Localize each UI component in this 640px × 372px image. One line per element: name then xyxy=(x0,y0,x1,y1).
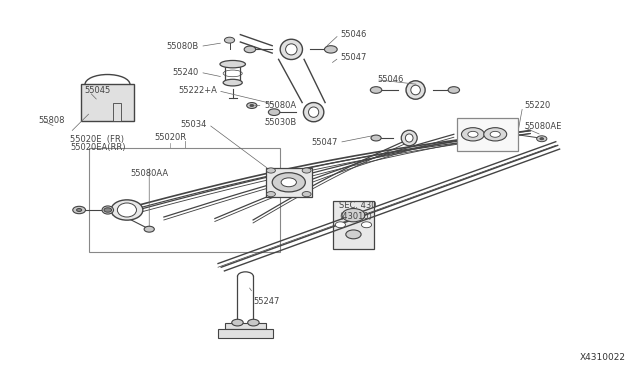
Text: 55046: 55046 xyxy=(378,75,404,84)
Text: 55047: 55047 xyxy=(312,138,338,147)
Circle shape xyxy=(248,319,259,326)
Ellipse shape xyxy=(285,44,297,55)
Text: 55808: 55808 xyxy=(38,116,65,125)
Ellipse shape xyxy=(223,79,243,86)
Ellipse shape xyxy=(406,81,425,99)
Circle shape xyxy=(302,168,311,173)
Circle shape xyxy=(346,230,361,239)
Circle shape xyxy=(537,136,547,142)
Text: 55080AE: 55080AE xyxy=(524,122,561,131)
Circle shape xyxy=(266,192,275,197)
Circle shape xyxy=(371,135,381,141)
Text: 55080B: 55080B xyxy=(166,42,199,51)
Bar xyxy=(81,84,134,121)
Circle shape xyxy=(484,128,507,141)
Ellipse shape xyxy=(308,107,319,117)
Circle shape xyxy=(448,87,460,93)
Circle shape xyxy=(268,109,280,115)
Circle shape xyxy=(468,131,478,137)
Text: 55020EA(RR): 55020EA(RR) xyxy=(70,143,125,152)
Bar xyxy=(218,329,273,339)
Text: (43010): (43010) xyxy=(339,212,372,221)
Text: 55030B: 55030B xyxy=(264,118,296,127)
Text: SEC. 430: SEC. 430 xyxy=(339,201,376,210)
Circle shape xyxy=(324,46,337,53)
Circle shape xyxy=(266,168,275,173)
Text: 55080AA: 55080AA xyxy=(130,169,168,179)
Circle shape xyxy=(371,87,382,93)
Bar xyxy=(225,323,266,329)
Circle shape xyxy=(244,46,255,53)
Text: 55247: 55247 xyxy=(253,297,280,306)
Text: 55080A: 55080A xyxy=(264,101,296,110)
Ellipse shape xyxy=(401,130,417,146)
Text: 55034: 55034 xyxy=(180,120,207,129)
Bar xyxy=(333,201,374,249)
Circle shape xyxy=(225,37,235,43)
Circle shape xyxy=(540,138,543,140)
Bar xyxy=(90,148,280,252)
Text: 55220: 55220 xyxy=(524,101,550,110)
Text: 55045: 55045 xyxy=(84,86,111,95)
Circle shape xyxy=(302,192,311,197)
Circle shape xyxy=(77,209,82,211)
Circle shape xyxy=(144,226,154,232)
Text: 55020E  (FR): 55020E (FR) xyxy=(70,135,124,144)
Ellipse shape xyxy=(411,85,420,95)
Circle shape xyxy=(335,222,346,228)
Text: 55222+A: 55222+A xyxy=(178,86,217,95)
Circle shape xyxy=(490,131,500,137)
Circle shape xyxy=(281,178,296,187)
Text: 55240: 55240 xyxy=(173,68,199,77)
Circle shape xyxy=(104,208,111,212)
Circle shape xyxy=(461,128,484,141)
Ellipse shape xyxy=(220,61,246,68)
Circle shape xyxy=(232,319,243,326)
Ellipse shape xyxy=(111,200,143,220)
Text: 55047: 55047 xyxy=(340,53,367,62)
Text: X4310022: X4310022 xyxy=(580,353,626,362)
Bar xyxy=(457,118,518,151)
Circle shape xyxy=(272,173,305,192)
Text: 55046: 55046 xyxy=(340,30,367,39)
Bar xyxy=(113,103,121,121)
Bar xyxy=(266,167,312,197)
Ellipse shape xyxy=(280,39,303,60)
Circle shape xyxy=(342,209,365,222)
Circle shape xyxy=(246,103,257,109)
Ellipse shape xyxy=(405,134,413,142)
Circle shape xyxy=(250,105,253,107)
Text: 55020R: 55020R xyxy=(154,134,186,142)
Circle shape xyxy=(362,222,372,228)
Circle shape xyxy=(73,206,86,214)
Ellipse shape xyxy=(303,103,324,122)
Ellipse shape xyxy=(117,203,136,217)
Ellipse shape xyxy=(102,206,113,214)
